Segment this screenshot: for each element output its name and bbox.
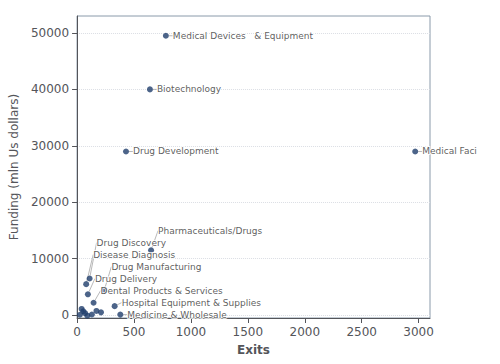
svg-text:Biotechnology: Biotechnology [157,84,222,94]
svg-text:Dental Products & Services: Dental Products & Services [101,286,223,296]
svg-text:30000: 30000 [31,139,69,153]
svg-text:Drug Delivery: Drug Delivery [95,274,158,284]
svg-text:3000: 3000 [403,325,434,339]
svg-text:Pharmaceuticals/Drugs: Pharmaceuticals/Drugs [158,226,262,236]
svg-text:40000: 40000 [31,82,69,96]
svg-text:1000: 1000 [176,325,207,339]
svg-text:Hospital Equipment & Supplies: Hospital Equipment & Supplies [122,298,262,308]
svg-text:0: 0 [61,308,69,322]
svg-text:0: 0 [73,325,81,339]
svg-text:Drug Development: Drug Development [133,146,219,156]
svg-text:Medicine & Wholesale: Medicine & Wholesale [127,310,227,320]
svg-text:Drug Discovery: Drug Discovery [97,238,167,248]
svg-text:Disease Diagnosis: Disease Diagnosis [93,250,175,260]
svg-text:2500: 2500 [346,325,377,339]
svg-text:10000: 10000 [31,252,69,266]
svg-text:2000: 2000 [289,325,320,339]
svg-text:Medical Devices & Equipment: Medical Devices & Equipment [173,31,314,41]
svg-text:Medical Faci: Medical Faci [422,146,477,156]
svg-text:Drug Manufacturing: Drug Manufacturing [111,262,201,272]
svg-text:20000: 20000 [31,195,69,209]
svg-text:50000: 50000 [31,26,69,40]
svg-text:500: 500 [123,325,146,339]
svg-text:1500: 1500 [233,325,264,339]
svg-text:Exits: Exits [237,343,270,357]
svg-text:Funding (mln Us dollars): Funding (mln Us dollars) [7,94,21,240]
